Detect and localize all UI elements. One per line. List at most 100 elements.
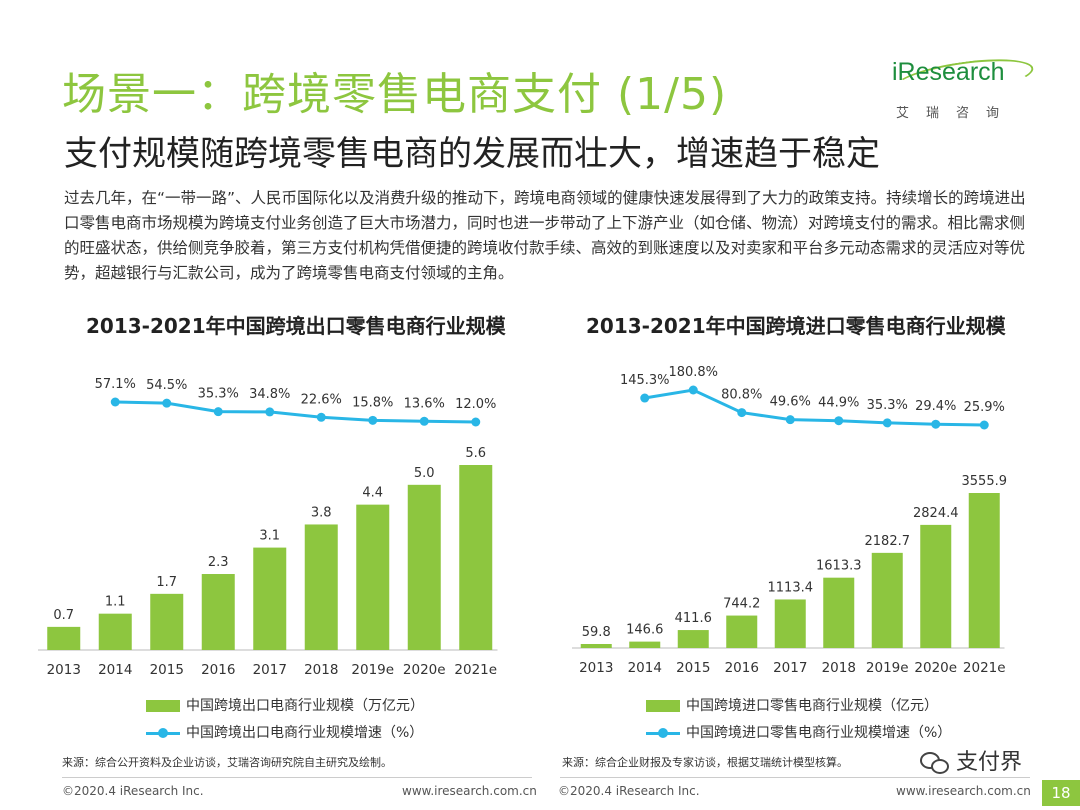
growth-point	[882, 418, 892, 428]
bar-2019e	[871, 552, 903, 648]
growth-value-label: 12.0%	[455, 397, 496, 412]
footer-copyright-left: ©2020.4 iResearch Inc.	[62, 784, 204, 798]
legend-export-bar-label: 中国跨境出口电商行业规模（万亿元）	[186, 698, 424, 714]
wechat-watermark: 支付界	[920, 744, 1022, 776]
growth-point	[162, 398, 172, 408]
chart-title-export: 2013-2021年中国跨境出口零售电商行业规模	[86, 314, 506, 338]
growth-point	[316, 412, 326, 422]
growth-value-label: 25.9%	[964, 400, 1005, 415]
growth-value-label: 80.8%	[721, 388, 762, 403]
bar-2015	[150, 593, 184, 650]
bar-2013	[47, 626, 81, 650]
legend-import-line-label: 中国跨境进口零售电商行业规模增速（%）	[686, 725, 952, 741]
bar-value-label: 744.2	[723, 597, 760, 612]
growth-point	[265, 407, 275, 417]
x-tick-label: 2018	[822, 660, 856, 676]
bar-2018	[823, 577, 855, 648]
chart-export: 0.7 2013 1.1 2014 1.7 2015 2.3 2016 3.1 2017 3.8 20…	[38, 350, 538, 750]
x-tick-label: 2013	[47, 662, 81, 678]
bar-value-label: 411.6	[675, 611, 712, 626]
growth-point	[688, 385, 698, 395]
x-tick-label: 2014	[98, 662, 132, 678]
bar-value-label: 5.0	[414, 466, 435, 481]
footer-divider-right	[560, 777, 1030, 778]
body-paragraph: 过去几年，在“一带一路”、人民币国际化以及消费升级的推动下，跨境电商领域的健康快…	[64, 189, 1026, 282]
legend-bar-swatch	[646, 700, 680, 712]
growth-point	[368, 415, 378, 425]
x-tick-label: 2016	[201, 662, 235, 678]
growth-point	[471, 417, 481, 427]
x-tick-label: 2020e	[403, 662, 446, 678]
legend-import-line: 中国跨境进口零售电商行业规模增速（%）	[646, 722, 951, 742]
page-title: 场景一：跨境零售电商支付 (1/5)	[62, 69, 728, 120]
bar-value-label: 2824.4	[913, 506, 959, 521]
bar-value-label: 3.1	[259, 529, 280, 544]
legend-bar-swatch	[146, 700, 180, 712]
bar-2017	[253, 547, 287, 650]
growth-point	[419, 416, 429, 426]
bar-value-label: 1.7	[156, 575, 177, 590]
iresearch-logo: iResearch 艾瑞咨询	[892, 52, 1036, 124]
x-tick-label: 2021e	[454, 662, 497, 678]
bar-value-label: 2.3	[208, 555, 229, 570]
legend-import-bar: 中国跨境进口零售电商行业规模（亿元）	[646, 695, 938, 715]
growth-line	[115, 400, 476, 424]
x-tick-label: 2017	[253, 662, 287, 678]
chart-import-svg: 59.8 2013 146.6 2014 411.6 2015 744.2 2016 1113.…	[572, 365, 1007, 676]
x-tick-label: 2015	[676, 660, 710, 676]
bar-value-label: 1.1	[105, 595, 126, 610]
growth-point	[785, 415, 795, 425]
bar-2019e	[356, 504, 390, 650]
x-tick-label: 2017	[773, 660, 807, 676]
bar-2021e	[459, 465, 493, 650]
growth-value-label: 35.3%	[198, 387, 239, 402]
x-tick-label: 2013	[579, 660, 613, 676]
x-tick-label: 2018	[304, 662, 338, 678]
growth-value-label: 44.9%	[818, 396, 859, 411]
bar-2016	[201, 574, 235, 650]
x-tick-label: 2016	[725, 660, 759, 676]
growth-value-label: 22.6%	[301, 392, 342, 407]
x-tick-label: 2015	[150, 662, 184, 678]
x-tick-label: 2019e	[351, 662, 394, 678]
growth-value-label: 49.6%	[770, 395, 811, 410]
bar-value-label: 1613.3	[816, 559, 862, 574]
growth-point	[213, 407, 223, 417]
growth-point	[979, 420, 989, 430]
footer-url-left[interactable]: www.iresearch.com.cn	[402, 784, 537, 798]
growth-point	[640, 393, 650, 403]
bar-value-label: 5.6	[465, 446, 486, 461]
wechat-name: 支付界	[956, 750, 1023, 775]
growth-value-label: 35.3%	[867, 398, 908, 413]
bar-2020e	[407, 484, 441, 650]
bar-value-label: 146.6	[626, 623, 663, 638]
footer-copyright-right: ©2020.4 iResearch Inc.	[558, 784, 700, 798]
source-import: 来源：综合企业财报及专家访谈，根据艾瑞统计模型核算。	[562, 756, 848, 769]
growth-point	[931, 419, 941, 429]
bar-value-label: 1113.4	[768, 580, 814, 595]
growth-value-label: 29.4%	[915, 399, 956, 414]
legend-export-line: 中国跨境出口电商行业规模增速（%）	[146, 722, 423, 742]
logo-word: iResearch	[892, 58, 1005, 86]
bar-2018	[304, 524, 338, 650]
growth-point	[834, 416, 844, 426]
footer-divider-left	[62, 777, 532, 778]
growth-value-label: 13.6%	[404, 396, 445, 411]
x-tick-label: 2020e	[914, 660, 957, 676]
growth-point	[110, 397, 120, 407]
chart-export-svg: 0.7 2013 1.1 2014 1.7 2015 2.3 2016 3.1 2017 3.8 20…	[38, 377, 498, 678]
bar-value-label: 4.4	[362, 486, 383, 501]
growth-point	[737, 408, 747, 418]
footer-url-right[interactable]: www.iresearch.com.cn	[896, 784, 1031, 798]
growth-line	[644, 388, 985, 427]
bar-value-label: 0.7	[53, 608, 74, 623]
chart-title-import: 2013-2021年中国跨境进口零售电商行业规模	[586, 314, 1006, 338]
x-tick-label: 2014	[628, 660, 662, 676]
growth-value-label: 180.8%	[668, 365, 718, 380]
page-subtitle: 支付规模随跨境零售电商的发展而壮大，增速趋于稳定	[64, 134, 880, 174]
bar-2014	[98, 613, 132, 650]
legend-export-line-label: 中国跨境出口电商行业规模增速（%）	[186, 725, 424, 741]
bar-2015	[677, 630, 709, 648]
source-export: 来源：综合公开资料及企业访谈，艾瑞咨询研究院自主研究及绘制。	[62, 756, 392, 769]
logo-cn: 艾瑞咨询	[896, 106, 1017, 121]
